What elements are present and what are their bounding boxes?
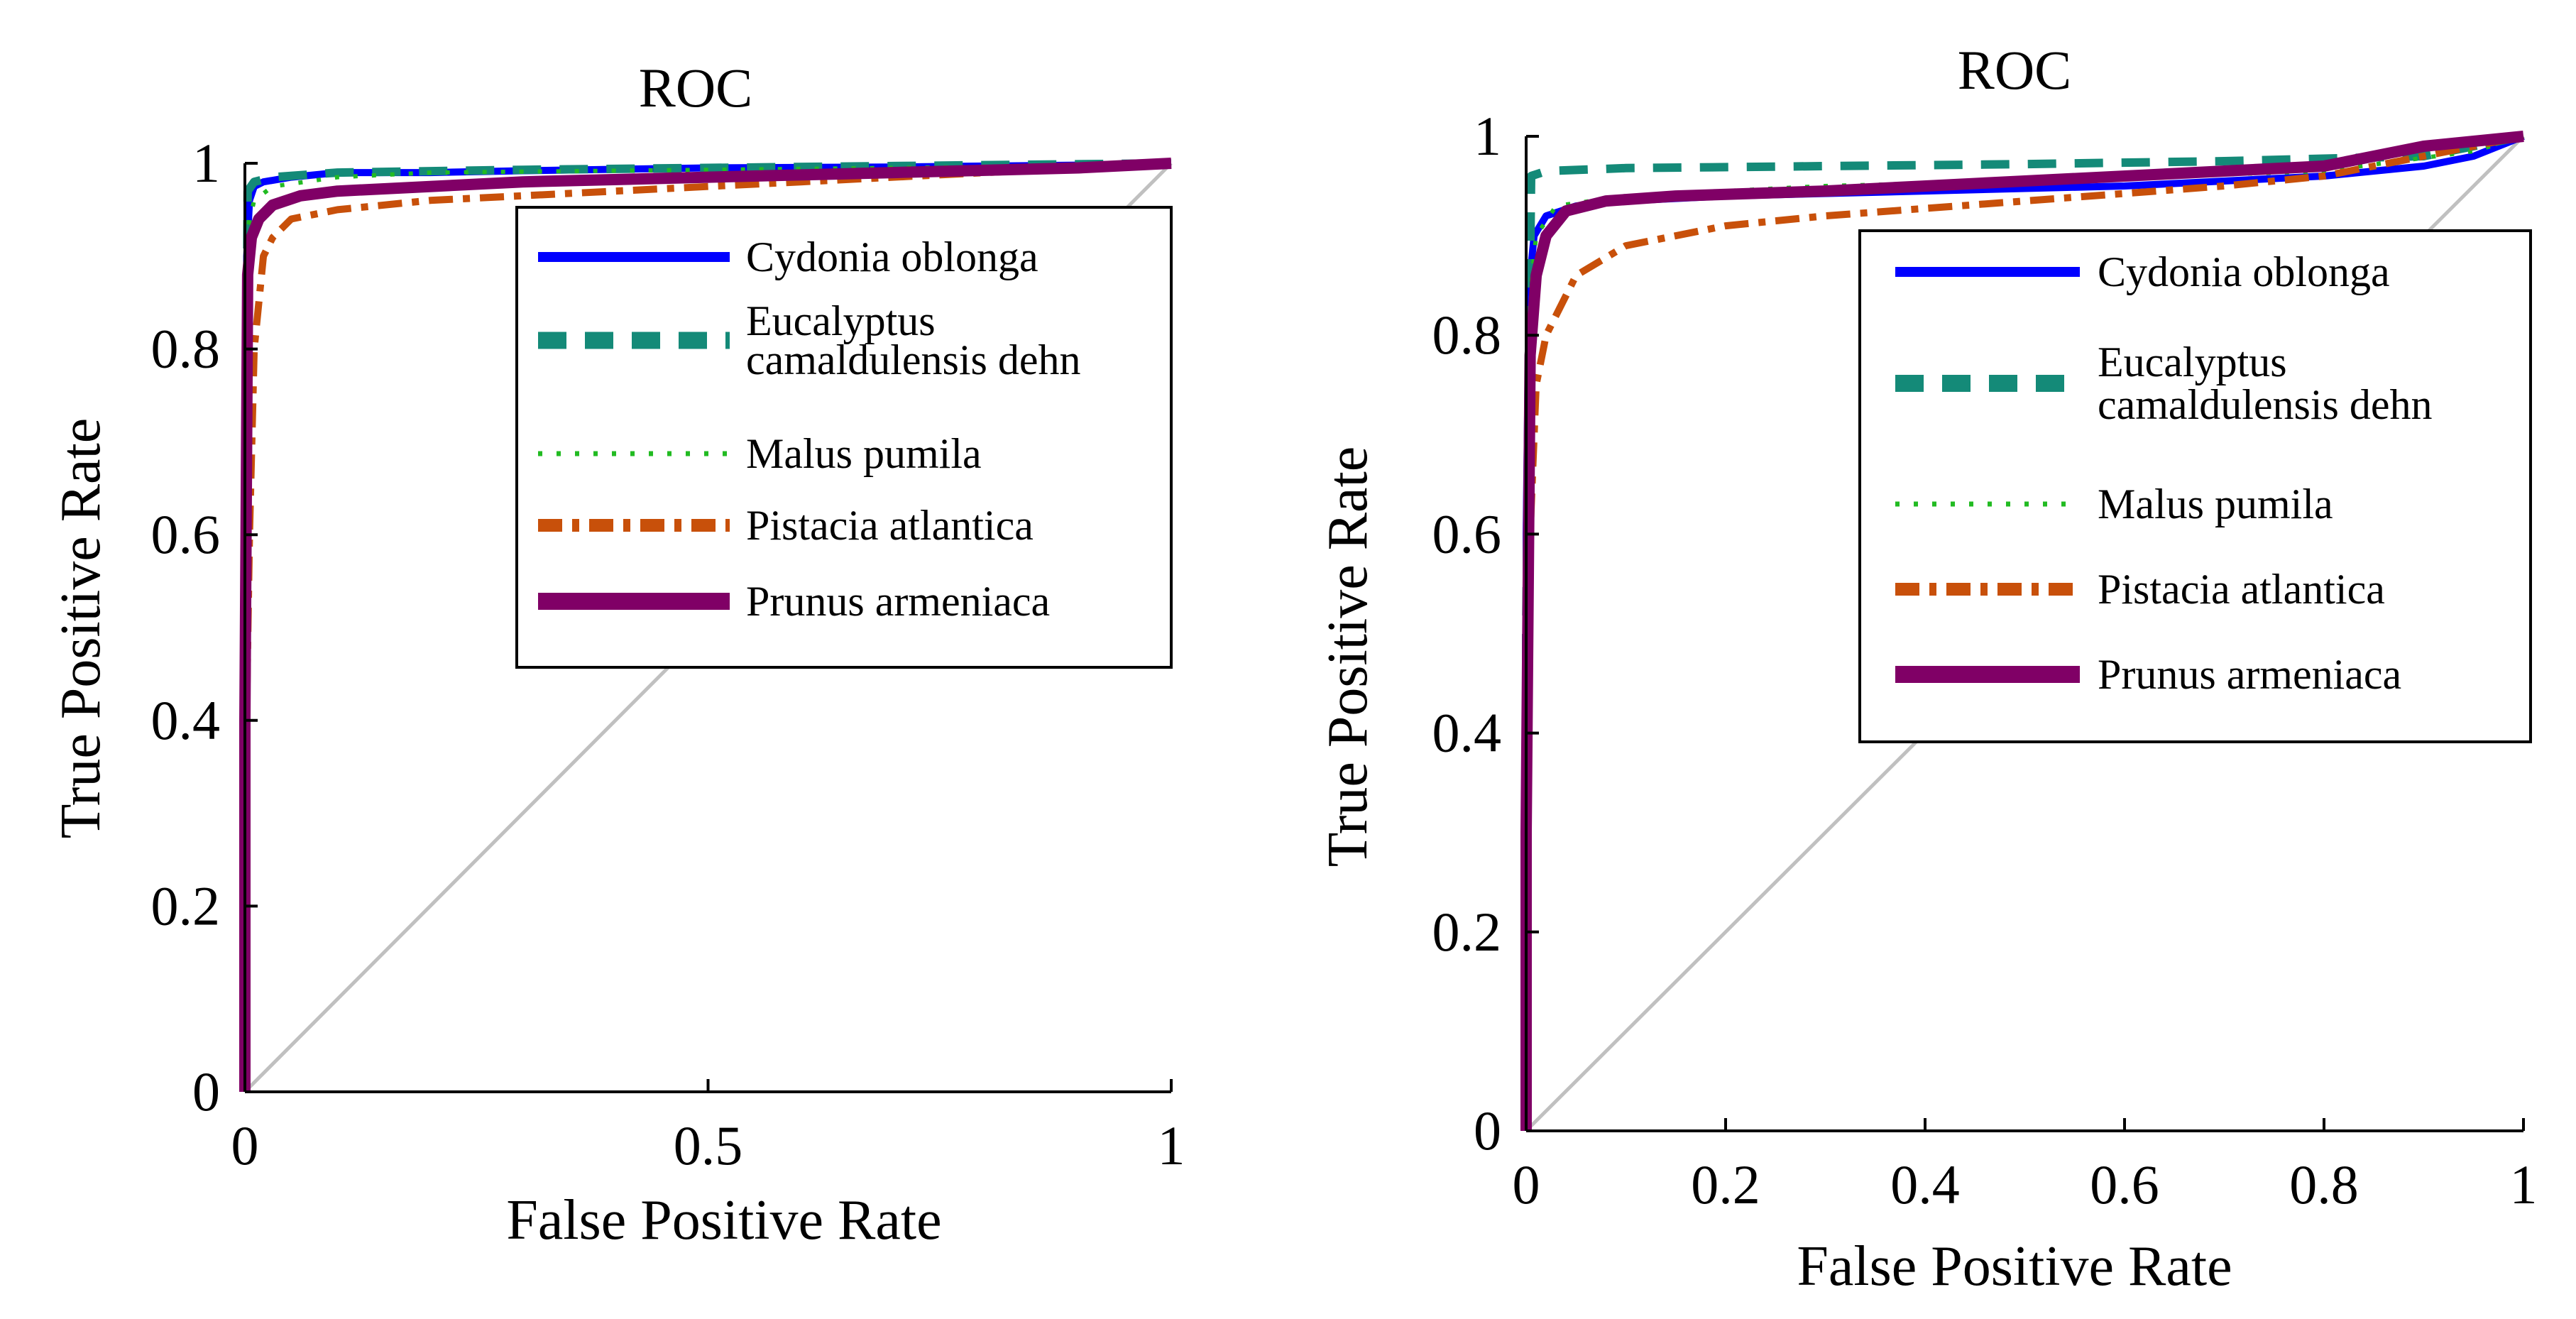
x-tick-label: 0.4: [1890, 1154, 1960, 1215]
legend-label: Eucalyptus: [746, 297, 936, 344]
y-tick-label: 0.8: [151, 318, 221, 380]
chart-title: ROC: [639, 57, 752, 119]
y-tick-label: 0.2: [151, 875, 221, 936]
roc-chart-left: ROC 0 0.5 1 0 0.2 0.4 0.6 0.8 1 Cydonia oblonga E…: [50, 57, 1185, 1252]
x-tick-label: 0.2: [1691, 1154, 1760, 1215]
y-axis-label: True Positive Rate: [50, 418, 112, 839]
axes-layer: 0 0.2 0.4 0.6 0.8 1 0 0.2 0.4 0.6 0.8 1: [1432, 105, 2538, 1215]
legend-label: Eucalyptus: [2098, 339, 2287, 385]
legend-label: Prunus armeniaca: [2098, 651, 2401, 698]
legend-label: Prunus armeniaca: [746, 578, 1050, 625]
x-axis-label: False Positive Rate: [506, 1189, 941, 1252]
y-tick-label: 0.4: [151, 689, 221, 751]
legend-label: Pistacia atlantica: [746, 502, 1034, 549]
legend-label: Malus pumila: [746, 430, 982, 477]
y-tick-label: 0.8: [1432, 304, 1502, 366]
chart-title: ROC: [1958, 39, 2071, 101]
x-tick-label: 0.6: [2090, 1154, 2159, 1215]
legend-label: Cydonia oblonga: [2098, 248, 2390, 295]
legend-box: [1858, 229, 2532, 743]
x-axis-label: False Positive Rate: [1797, 1235, 2232, 1298]
y-tick-label: 0.6: [151, 503, 221, 565]
legend-label: Pistacia atlantica: [2098, 566, 2385, 613]
x-tick-label: 0: [1513, 1154, 1540, 1215]
series-line-pistacia-atlantica: [241, 160, 1172, 1092]
y-tick-label: 0: [1474, 1100, 1501, 1161]
legend-label: Cydonia oblonga: [746, 234, 1038, 280]
legend-label: Malus pumila: [2098, 481, 2333, 527]
y-tick-label: 1: [1474, 105, 1501, 167]
axes-layer: 0 0.5 1 0 0.2 0.4 0.6 0.8 1: [151, 132, 1185, 1176]
x-tick-label: 1: [2510, 1154, 2538, 1215]
x-tick-label: 0.8: [2289, 1154, 2359, 1215]
roc-chart-right: ROC 0 0.2 0.4 0.6 0.8 1 0 0.2 0.4 0.6 0.8 1 Cydonia…: [1317, 39, 2538, 1298]
y-tick-label: 0: [192, 1061, 220, 1122]
x-tick-label: 1: [1158, 1115, 1185, 1176]
y-tick-label: 0.6: [1432, 503, 1502, 564]
y-axis-label: True Positive Rate: [1317, 447, 1379, 868]
series-line-prunus-armeniaca: [1520, 131, 2524, 1131]
x-tick-label: 0.5: [674, 1115, 743, 1176]
legend-label: camaldulensis dehn: [2098, 381, 2433, 428]
x-tick-label: 0: [231, 1115, 259, 1176]
series-line-prunus-armeniaca: [239, 158, 1172, 1092]
legend-label: camaldulensis dehn: [746, 336, 1081, 383]
legend-box: [515, 206, 1173, 669]
y-tick-label: 1: [192, 132, 220, 194]
y-tick-label: 0.2: [1432, 901, 1502, 963]
y-tick-label: 0.4: [1432, 702, 1502, 764]
